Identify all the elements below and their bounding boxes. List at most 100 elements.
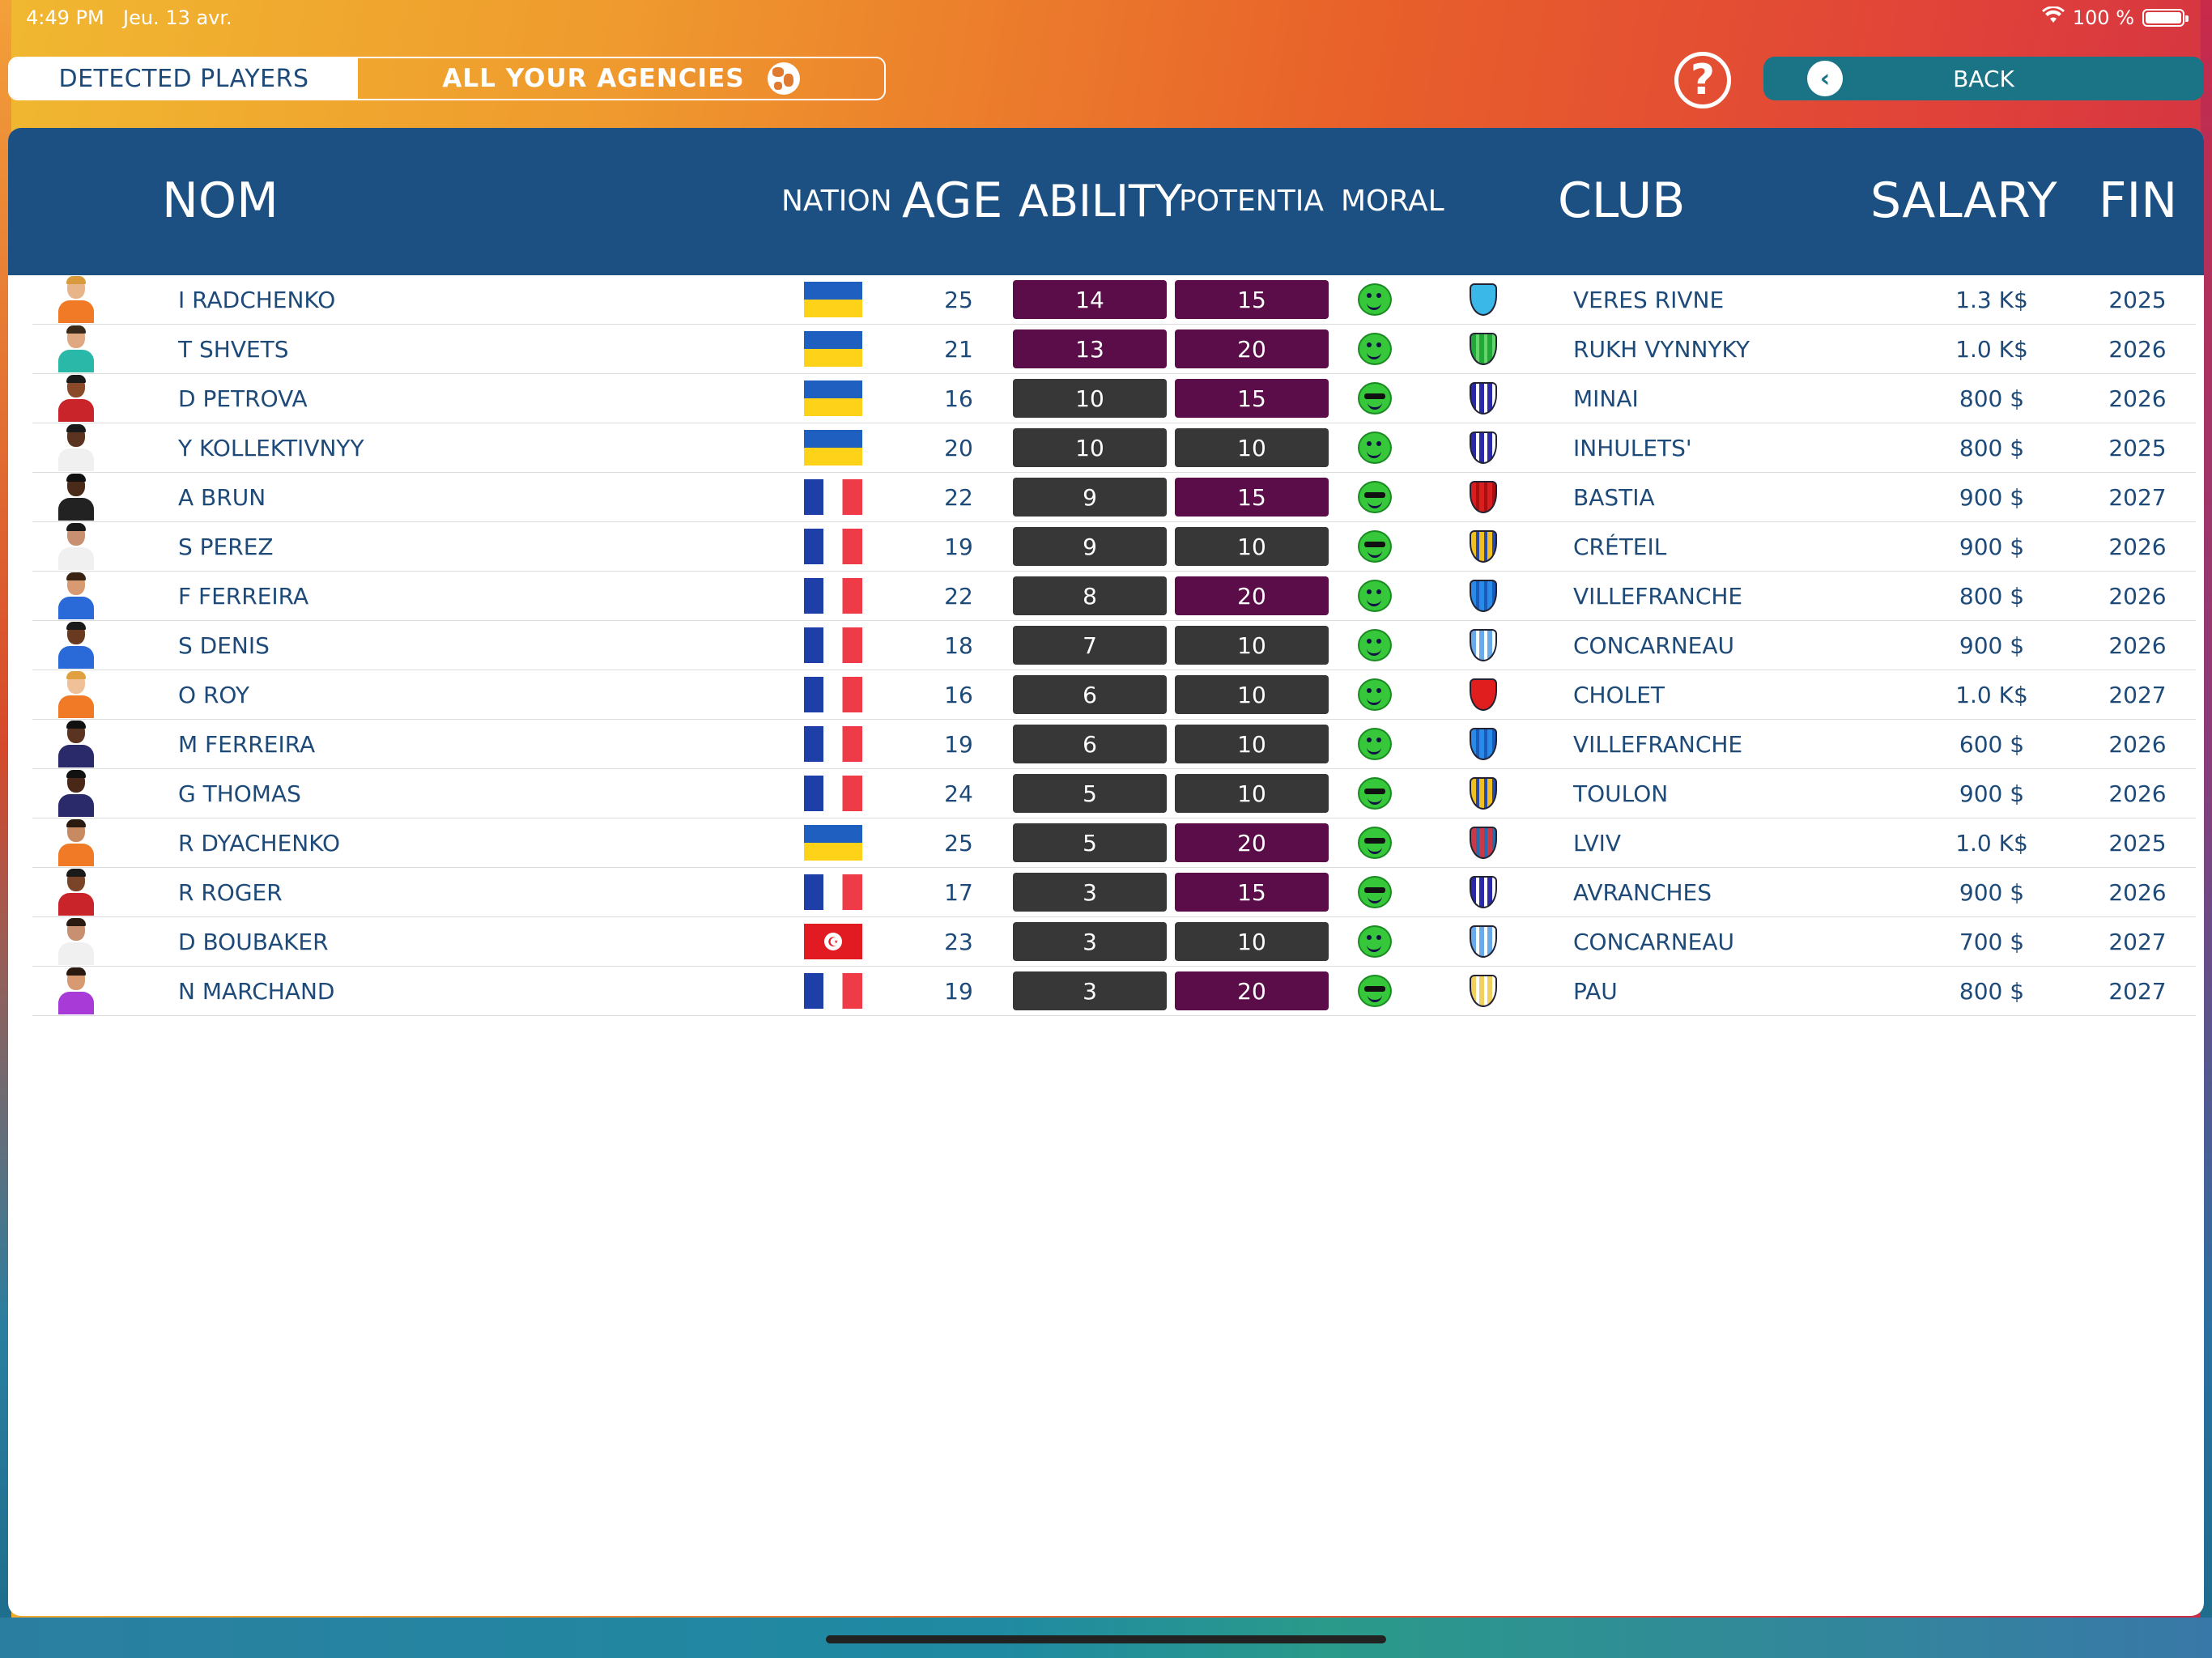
status-date: Jeu. 13 avr. (123, 6, 232, 29)
player-salary: 800 $ (1959, 434, 2025, 461)
club-name[interactable]: TOULON (1573, 780, 1669, 807)
player-avatar (57, 473, 105, 521)
table-row[interactable]: R ROGER 17 3 15 AVRANCHES 900 $ 2026 (32, 868, 2196, 917)
club-name[interactable]: PAU (1573, 977, 1618, 1005)
back-button[interactable]: ‹ BACK (1763, 57, 2204, 100)
table-row[interactable]: F FERREIRA 22 8 20 VILLEFRANCHE 800 $ 2026 (32, 572, 2196, 621)
table-row[interactable]: M FERREIRA 19 6 10 VILLEFRANCHE 600 $ 2026 (32, 720, 2196, 769)
flag-france-icon (804, 479, 862, 515)
header-nation[interactable]: NATION (781, 184, 892, 218)
player-salary: 800 $ (1959, 582, 2025, 610)
status-time: 4:49 PM (26, 6, 104, 29)
player-avatar (57, 868, 105, 916)
player-name[interactable]: N MARCHAND (178, 977, 335, 1005)
player-age: 19 (944, 730, 973, 758)
player-name[interactable]: F FERREIRA (178, 582, 309, 610)
help-button[interactable]: ? (1674, 52, 1731, 108)
player-name[interactable]: S PEREZ (178, 533, 274, 560)
contract-end-year: 2026 (2108, 730, 2167, 758)
player-name[interactable]: Y KOLLEKTIVNYY (178, 434, 364, 461)
player-name[interactable]: O ROY (178, 681, 250, 708)
table-row[interactable]: S PEREZ 19 9 10 CRÉTEIL 900 $ 2026 (32, 522, 2196, 572)
player-name[interactable]: R DYACHENKO (178, 829, 341, 857)
table-row[interactable]: D PETROVA 16 10 15 MINAI 800 $ 2026 (32, 374, 2196, 423)
header-moral[interactable]: MORAL (1341, 184, 1444, 218)
table-row[interactable]: T SHVETS 21 13 20 RUKH VYNNYKY 1.0 K$ 2026 (32, 325, 2196, 374)
header-fin[interactable]: FIN (2099, 172, 2178, 229)
ability-badge: 3 (1013, 873, 1167, 912)
player-avatar (57, 818, 105, 867)
club-name[interactable]: CONCARNEAU (1573, 631, 1734, 659)
club-name[interactable]: CONCARNEAU (1573, 928, 1734, 955)
player-name[interactable]: S DENIS (178, 631, 270, 659)
flag-france-icon (804, 529, 862, 564)
flag-tunisia-icon: ☪ (804, 924, 862, 959)
club-name[interactable]: LVIV (1573, 829, 1622, 857)
contract-end-year: 2026 (2108, 878, 2167, 906)
table-row[interactable]: N MARCHAND 19 3 20 PAU 800 $ 2027 (32, 967, 2196, 1016)
contract-end-year: 2026 (2108, 582, 2167, 610)
header-name[interactable]: NOM (162, 172, 279, 229)
table-row[interactable]: A BRUN 22 9 15 BASTIA 900 $ 2027 (32, 473, 2196, 522)
moral-cool-icon (1357, 769, 1393, 818)
club-name[interactable]: CRÉTEIL (1573, 533, 1667, 560)
table-row[interactable]: G THOMAS 24 5 10 TOULON 900 $ 2026 (32, 769, 2196, 818)
battery-percent: 100 % (2072, 6, 2134, 29)
table-row[interactable]: R DYACHENKO 25 5 20 LVIV 1.0 K$ 2025 (32, 818, 2196, 868)
contract-end-year: 2027 (2108, 483, 2167, 511)
potential-badge: 20 (1175, 823, 1329, 862)
club-name[interactable]: VILLEFRANCHE (1573, 730, 1743, 758)
player-age: 25 (944, 829, 973, 857)
table-row[interactable]: D BOUBAKER ☪ 23 3 10 CONCARNEAU 700 $ 2027 (32, 917, 2196, 967)
wifi-icon (2041, 6, 2065, 29)
player-age: 16 (944, 385, 973, 412)
club-crest-icon (1465, 325, 1501, 373)
club-name[interactable]: MINAI (1573, 385, 1639, 412)
player-name[interactable]: D PETROVA (178, 385, 308, 412)
contract-end-year: 2026 (2108, 631, 2167, 659)
player-name[interactable]: R ROGER (178, 878, 283, 906)
club-name[interactable]: BASTIA (1573, 483, 1655, 511)
player-age: 25 (944, 286, 973, 313)
header-age[interactable]: AGE (902, 172, 1003, 229)
home-indicator (826, 1635, 1386, 1643)
club-name[interactable]: RUKH VYNNYKY (1573, 335, 1750, 363)
player-name[interactable]: M FERREIRA (178, 730, 316, 758)
ability-badge: 5 (1013, 774, 1167, 813)
header-salary[interactable]: SALARY (1870, 172, 2057, 229)
player-avatar (57, 325, 105, 373)
player-salary: 1.0 K$ (1955, 829, 2028, 857)
table-row[interactable]: O ROY 16 6 10 CHOLET 1.0 K$ 2027 (32, 670, 2196, 720)
tab-detected-players[interactable]: DETECTED PLAYERS (10, 58, 358, 99)
table-row[interactable]: Y KOLLEKTIVNYY 20 10 10 INHULETS' 800 $ 2025 (32, 423, 2196, 473)
player-name[interactable]: I RADCHENKO (178, 286, 336, 313)
club-name[interactable]: INHULETS' (1573, 434, 1692, 461)
header-club[interactable]: CLUB (1558, 172, 1686, 229)
player-name[interactable]: D BOUBAKER (178, 928, 329, 955)
moral-happy-icon (1357, 275, 1393, 324)
player-name[interactable]: G THOMAS (178, 780, 301, 807)
club-name[interactable]: CHOLET (1573, 681, 1665, 708)
flag-ukraine-icon (804, 825, 862, 861)
moral-cool-icon (1357, 374, 1393, 423)
club-crest-icon (1465, 769, 1501, 818)
header-potential[interactable]: POTENTIA (1179, 184, 1324, 218)
club-name[interactable]: AVRANCHES (1573, 878, 1712, 906)
potential-badge: 15 (1175, 379, 1329, 418)
table-row[interactable]: S DENIS 18 7 10 CONCARNEAU 900 $ 2026 (32, 621, 2196, 670)
table-row[interactable]: I RADCHENKO 25 14 15 VERES RIVNE 1.3 K$ 2025 (32, 275, 2196, 325)
club-name[interactable]: VILLEFRANCHE (1573, 582, 1743, 610)
player-name[interactable]: T SHVETS (178, 335, 289, 363)
battery-icon (2142, 9, 2189, 27)
potential-badge: 15 (1175, 280, 1329, 319)
chevron-left-icon: ‹ (1807, 61, 1843, 96)
tab-all-your-agencies[interactable]: ALL YOUR AGENCIES (358, 58, 884, 99)
header-ability[interactable]: ABILITY (1019, 175, 1182, 227)
potential-badge: 10 (1175, 626, 1329, 665)
player-age: 18 (944, 631, 973, 659)
player-salary: 1.0 K$ (1955, 681, 2028, 708)
player-name[interactable]: A BRUN (178, 483, 266, 511)
player-salary: 600 $ (1959, 730, 2025, 758)
moral-cool-icon (1357, 522, 1393, 571)
club-name[interactable]: VERES RIVNE (1573, 286, 1725, 313)
